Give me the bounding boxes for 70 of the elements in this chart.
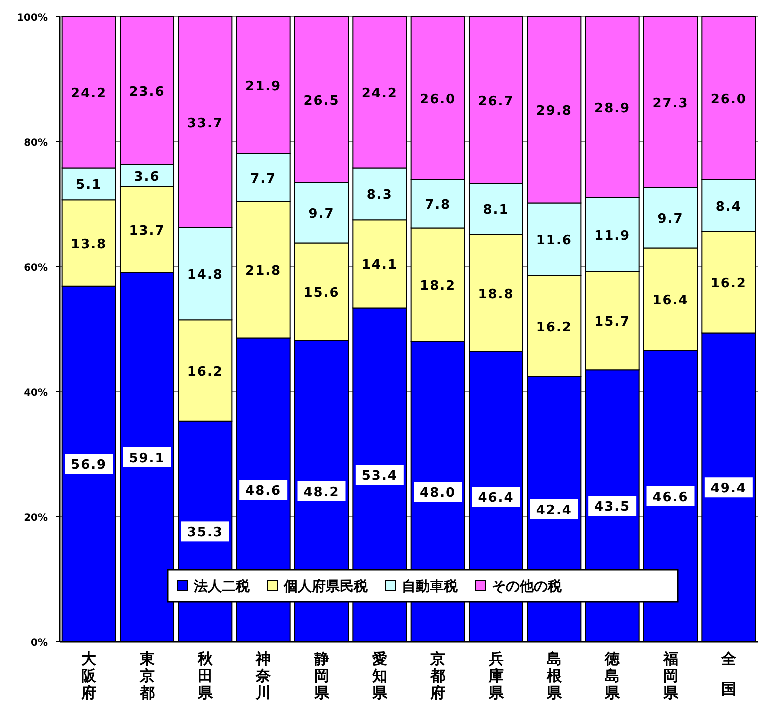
- data-label: 8.3: [366, 188, 393, 204]
- x-tick-label: 東京都: [138, 650, 156, 702]
- data-label: 23.6: [129, 84, 166, 100]
- y-tick-label: 40%: [24, 388, 48, 399]
- data-label: 28.9: [594, 101, 631, 116]
- data-label: 29.8: [536, 104, 572, 120]
- data-label: 18.2: [420, 279, 456, 294]
- data-label: 24.2: [71, 86, 108, 102]
- data-label: 16.2: [187, 364, 224, 380]
- x-tick-label: 京都府: [430, 650, 446, 702]
- data-label: 24.2: [362, 86, 398, 102]
- data-label: 7.8: [425, 198, 452, 213]
- data-label: 15.7: [594, 315, 631, 330]
- data-label: 46.6: [652, 490, 689, 506]
- y-tick-label: 60%: [24, 263, 48, 274]
- data-label: 13.8: [71, 237, 108, 252]
- x-tick-label: 大阪府: [80, 650, 98, 702]
- data-label: 59.1: [129, 451, 166, 466]
- data-label: 16.4: [652, 294, 689, 308]
- x-tick-label: 全国: [720, 650, 738, 698]
- data-label: 53.4: [362, 469, 398, 484]
- data-label: 42.4: [536, 504, 572, 518]
- data-label: 15.6: [304, 286, 340, 301]
- x-tick-label: 愛知県: [371, 650, 388, 702]
- data-label: 8.1: [483, 203, 510, 218]
- data-label: 9.7: [658, 212, 684, 227]
- data-label: 7.7: [250, 172, 277, 187]
- data-label: 9.7: [308, 206, 335, 222]
- data-label: 48.0: [420, 486, 456, 501]
- data-label: 16.2: [710, 276, 747, 292]
- y-tick-label: 20%: [24, 513, 48, 524]
- x-tick-label: 兵庫県: [488, 650, 505, 702]
- x-tick-label: 徳島県: [604, 650, 622, 702]
- x-tick-label: 島根県: [546, 650, 563, 702]
- data-label: 21.9: [246, 79, 282, 94]
- data-label: 8.4: [716, 200, 742, 215]
- data-label: 35.3: [187, 526, 224, 541]
- y-tick-label: 80%: [24, 138, 48, 149]
- y-tick-label: 100%: [17, 13, 48, 24]
- data-label: 33.7: [187, 116, 224, 132]
- legend-label: 自動車税: [402, 578, 459, 595]
- data-label: 26.0: [420, 92, 456, 108]
- data-label: 26.5: [304, 94, 340, 109]
- data-label: 18.8: [478, 287, 514, 302]
- data-label: 46.4: [478, 491, 514, 506]
- y-tick-label: 0%: [31, 638, 48, 649]
- data-label: 48.6: [246, 484, 282, 500]
- data-label: 13.7: [129, 224, 166, 239]
- legend-label: 法人二税: [193, 578, 251, 595]
- data-label: 56.9: [71, 458, 108, 474]
- data-label: 5.1: [76, 178, 102, 194]
- data-label: 27.3: [652, 96, 689, 112]
- x-tick-label: 静岡県: [313, 650, 330, 702]
- data-label: 26.7: [478, 94, 514, 110]
- data-label: 14.1: [362, 258, 398, 274]
- data-label: 43.5: [594, 500, 631, 516]
- data-label: 11.9: [594, 228, 631, 244]
- data-label: 49.4: [710, 482, 747, 497]
- legend-label: 個人府県民税: [283, 578, 369, 595]
- data-label: 48.2: [304, 485, 340, 500]
- x-tick-label: 秋田県: [196, 650, 214, 702]
- data-label: 14.8: [187, 268, 224, 283]
- data-label: 21.8: [246, 264, 282, 280]
- data-label: 26.0: [710, 92, 747, 108]
- x-tick-label: 福岡県: [662, 650, 680, 702]
- x-tick-label: 神奈川: [255, 650, 272, 702]
- data-label: 3.6: [134, 170, 160, 185]
- data-label: 16.2: [536, 320, 572, 336]
- data-label: 11.6: [536, 234, 572, 248]
- legend-label: その他の税: [492, 578, 563, 595]
